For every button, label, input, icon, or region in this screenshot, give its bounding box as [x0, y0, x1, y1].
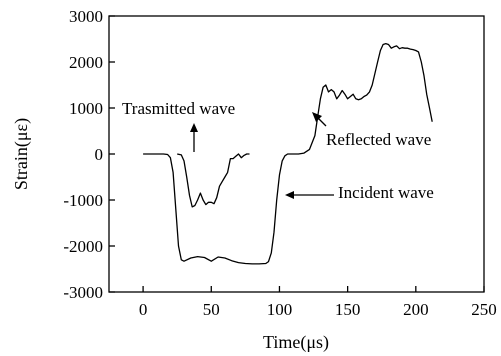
series-line-2 — [177, 153, 250, 208]
y-axis: -3000 -2000 -1000 0 1000 2000 3000 — [63, 7, 115, 302]
y-tick-label: -1000 — [63, 191, 103, 210]
y-axis-title: Strain(με) — [11, 118, 32, 190]
series-layer — [143, 42, 433, 265]
x-tick-label: 50 — [203, 300, 220, 319]
y-tick-label: 3000 — [69, 7, 103, 26]
x-axis: 0 50 100 150 200 250 — [139, 286, 497, 319]
y-tick-label: -3000 — [63, 283, 103, 302]
y-tick-label: 0 — [95, 145, 104, 164]
x-tick-label: 200 — [403, 300, 429, 319]
y-tick-label: -2000 — [63, 237, 103, 256]
reflected-wave-arrow-head — [312, 112, 322, 122]
x-axis-title: Time(μs) — [263, 332, 329, 353]
y-tick-label: 2000 — [69, 53, 103, 72]
y-tick-label: 1000 — [69, 99, 103, 118]
annotation-transmitted-wave: Trasmitted wave — [122, 99, 235, 118]
x-tick-label: 150 — [335, 300, 361, 319]
x-tick-label: 100 — [267, 300, 293, 319]
x-tick-label: 0 — [139, 300, 148, 319]
series-line-1 — [143, 42, 433, 265]
annotation-incident-wave: Incident wave — [338, 183, 434, 202]
annotation-reflected-wave: Reflected wave — [326, 130, 431, 149]
x-tick-label: 250 — [471, 300, 497, 319]
transmitted-wave-arrow-head — [190, 123, 198, 132]
incident-wave-arrow-head — [285, 191, 294, 199]
